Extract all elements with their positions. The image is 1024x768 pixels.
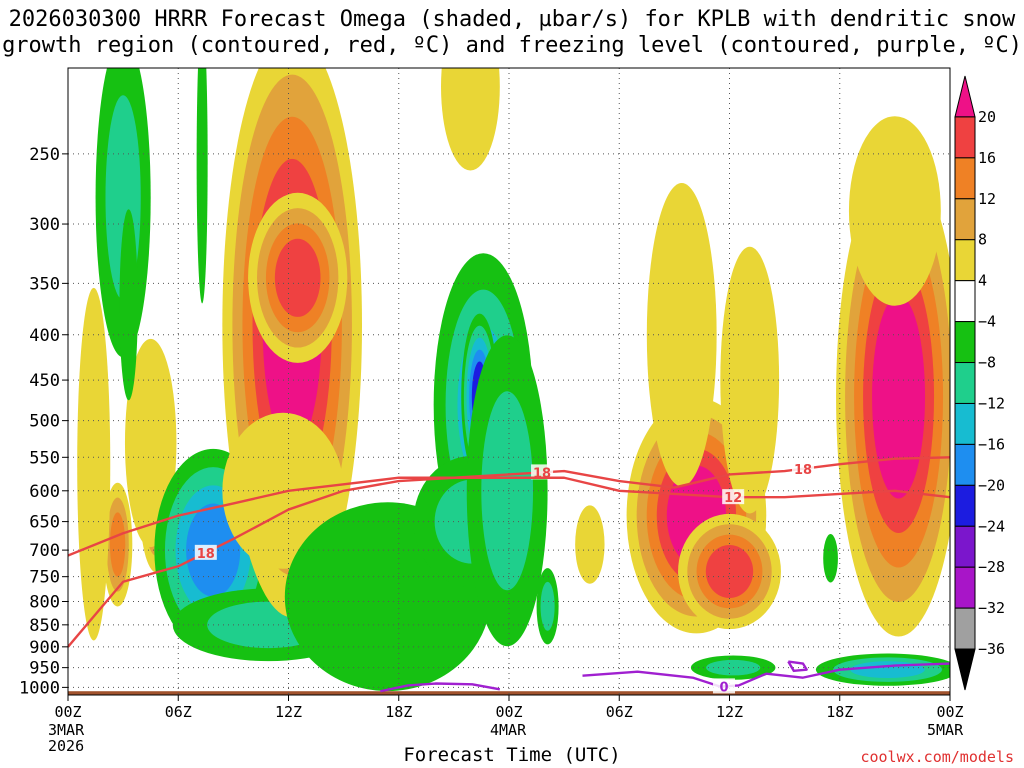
colorbar-label-5: −4 — [978, 313, 996, 331]
contour-label-bg-dgz-minus12-0 — [722, 489, 745, 505]
y-tick-label-500: 500 — [29, 412, 60, 432]
omega-cell-21-level-4 — [646, 183, 717, 487]
y-tick-label-700: 700 — [29, 541, 60, 561]
mid-date: 4MAR — [490, 721, 527, 739]
colorbar-bin-1 — [954, 116, 976, 159]
omega-cell-1-level-4 — [77, 287, 111, 641]
colorbar-bin-11 — [954, 525, 976, 568]
omega-cell-16-level--8 — [481, 391, 534, 591]
omega-cell-5-level--4 — [119, 209, 138, 401]
colorbar-label-6: −8 — [978, 354, 996, 372]
end-date: 5MAR — [927, 721, 964, 739]
y-tick-label-1000: 1000 — [19, 678, 60, 698]
colorbar-bin-2 — [954, 157, 976, 200]
x-tick-label-2: 12Z — [275, 703, 302, 721]
colorbar-label-3: 8 — [978, 231, 987, 249]
axes: 2503003504004505005506006507007508008509… — [19, 67, 964, 721]
colorbar-bin-9 — [954, 443, 976, 486]
y-tick-label-350: 350 — [29, 274, 60, 294]
colorbar-label-8: −16 — [978, 435, 1005, 453]
contour-label-dgz-minus18-2: 18 — [794, 463, 812, 478]
y-tick-label-800: 800 — [29, 593, 60, 613]
colorbar-label-10: −24 — [978, 517, 1005, 535]
y-tick-label-550: 550 — [29, 448, 60, 468]
contour-label-bg-dgz-minus18-0 — [194, 544, 217, 560]
omega-cell-18-level--8 — [540, 581, 555, 631]
credit-text: coolwx.com/models — [860, 748, 1014, 766]
colorbar-bin-0 — [954, 75, 976, 118]
y-tick-label-600: 600 — [29, 482, 60, 502]
y-tick-label-650: 650 — [29, 513, 60, 533]
colorbar-label-12: −32 — [978, 599, 1005, 617]
x-tick-label-0: 00Z — [54, 703, 81, 721]
x-tick-label-4: 00Z — [495, 703, 522, 721]
contour-label-bg-freezing-level-0b-0 — [712, 678, 735, 694]
contour-freezing-level-0b — [582, 662, 950, 688]
colorbar-bin-4 — [954, 239, 976, 282]
colorbar-bin-10 — [954, 484, 976, 527]
x-tick-label-3: 18Z — [385, 703, 412, 721]
colorbar-label-2: 12 — [978, 190, 996, 208]
omega-shading — [68, 68, 950, 695]
x-tick-label-1: 06Z — [165, 703, 192, 721]
x-tick-label-7: 18Z — [826, 703, 853, 721]
omega-cell-25-level-20 — [872, 295, 926, 499]
colorbar-label-9: −20 — [978, 476, 1005, 494]
y-tick-label-750: 750 — [29, 568, 60, 588]
omega-cell-26-level-4 — [848, 116, 941, 306]
omega-cell-3-level-4 — [124, 338, 177, 548]
contour-dgz-minus12 — [68, 476, 950, 557]
omega-cell-28-level--4 — [823, 534, 838, 583]
y-tick-label-300: 300 — [29, 215, 60, 235]
colorbar-label-0: 20 — [978, 108, 996, 126]
colorbar-bin-7 — [954, 362, 976, 404]
y-tick-label-850: 850 — [29, 616, 60, 636]
contour-label-dgz-minus12-0: 12 — [724, 491, 742, 506]
x-tick-label-8: 00Z — [936, 703, 963, 721]
colorbar-bin-14 — [954, 648, 976, 691]
x-tick-label-6: 12Z — [716, 703, 743, 721]
colorbar-label-11: −28 — [978, 558, 1005, 576]
omega-cell-0-level-12 — [109, 512, 126, 577]
omega-cell-19-level-4 — [575, 505, 605, 584]
contour-freezing-level-0 — [380, 682, 501, 693]
y-tick-label-400: 400 — [29, 326, 60, 346]
start-date-line1: 3MAR — [48, 721, 85, 739]
colorbar-bin-5 — [954, 280, 976, 323]
contour-label-freezing-level-0b-0: 0 — [719, 680, 728, 695]
omega-cell-10-level-16 — [274, 238, 321, 317]
colorbar-bin-8 — [954, 402, 976, 445]
contour-label-bg-dgz-minus18-1 — [531, 464, 554, 480]
colorbar-bin-12 — [954, 566, 976, 609]
colorbar-label-7: −12 — [978, 394, 1005, 412]
plot-area: 18 18 18 12 0 — [67, 68, 951, 695]
colorbar-label-4: 4 — [978, 272, 987, 290]
omega-cell-23-level-16 — [705, 544, 754, 599]
contour-label-dgz-minus18-0: 18 — [197, 547, 215, 562]
colorbar-bin-6 — [954, 321, 976, 364]
colorbar-label-13: −36 — [978, 640, 1005, 658]
colorbar-label-1: 16 — [978, 149, 996, 167]
omega-cell-8-level--4 — [196, 68, 208, 304]
chart-title-line-2: growth region (contoured, red, ºC) and f… — [2, 33, 1022, 58]
x-tick-label-5: 06Z — [606, 703, 633, 721]
x-axis-label: Forecast Time (UTC) — [403, 744, 621, 766]
y-tick-label-900: 900 — [29, 638, 60, 658]
y-tick-label-950: 950 — [29, 659, 60, 679]
colorbar-bin-3 — [954, 198, 976, 241]
colorbar-legend: 20 16 12 8 4 −4 −8 −12 −16 −20 −24 −28 −32 −36 — [954, 75, 1005, 691]
contour-label-dgz-minus18-1: 18 — [533, 466, 551, 481]
start-date-line2: 2026 — [48, 737, 85, 755]
omega-cell-22-level-4 — [720, 246, 780, 514]
y-tick-label-450: 450 — [29, 371, 60, 391]
y-tick-label-250: 250 — [29, 145, 60, 165]
colorbar-bin-13 — [954, 607, 976, 650]
contour-label-bg-dgz-minus18-2 — [792, 460, 814, 476]
contour-freezing-level-loop — [787, 660, 808, 673]
omega-cell-17-level-4 — [441, 68, 500, 171]
chart-title-line-1: 2026030300 HRRR Forecast Omega (shaded, … — [8, 7, 1016, 32]
